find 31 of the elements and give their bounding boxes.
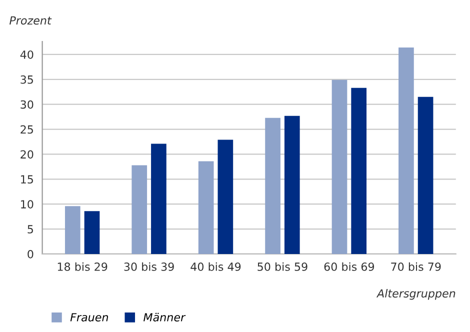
y-tick-label: 40 [20,50,34,59]
bar [151,144,166,254]
y-tick-label: 0 [28,250,34,258]
y-axis-title: Prozent [10,16,52,25]
bar [218,140,234,254]
bar [198,161,214,254]
y-tick-label: 35 [20,75,33,84]
bar [398,47,414,254]
x-tick-label: 30 bis 39 [124,262,174,271]
legend-label: Männer [144,312,186,322]
bar [284,116,300,254]
x-tick-label: 70 bis 79 [391,262,441,271]
y-tick-label: 30 [20,100,34,109]
x-axis-title: Altersgruppen [376,288,456,300]
y-tick-label: 10 [21,200,34,208]
y-tick-label: 5 [28,225,33,234]
y-tick-label: 20 [20,150,34,159]
x-tick-label: 40 bis 49 [190,262,241,271]
bar [332,80,348,254]
y-tick-label: 25 [20,125,33,134]
x-tick-label: 18 bis 29 [58,262,108,271]
bar [132,165,148,254]
bar [351,88,367,254]
x-tick-label: 50 bis 59 [258,262,308,271]
y-tick-label: 15 [21,175,33,184]
bar [64,206,80,254]
bar [265,118,280,254]
legend-label: Frauen [70,313,108,322]
x-tick-label: 60 bis 69 [324,262,374,271]
bar [418,96,434,254]
bar [84,211,100,254]
